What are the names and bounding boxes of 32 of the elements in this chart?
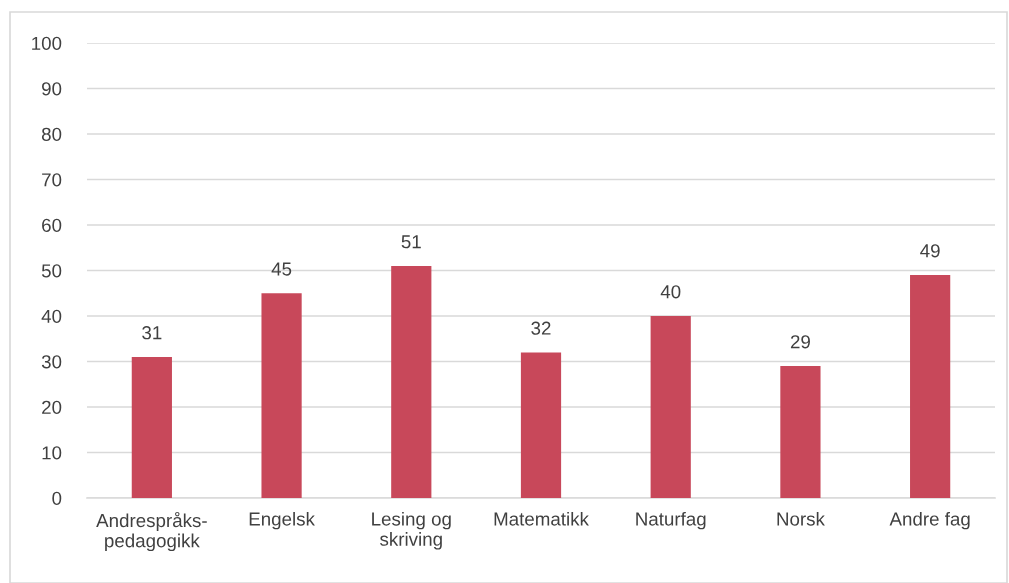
bar <box>650 316 691 498</box>
data-label: 45 <box>271 262 292 276</box>
x-tick-label: Naturfag <box>636 511 706 530</box>
x-tick-label: Andre fag <box>889 511 970 530</box>
x-tick-label: Matematikk <box>494 511 589 526</box>
bar <box>391 265 432 498</box>
y-tick-label: 90 <box>42 82 62 96</box>
x-tick-label: Lesing og skriving <box>372 511 451 550</box>
data-label: 31 <box>142 326 162 340</box>
y-tick-label: 80 <box>41 127 62 141</box>
data-label: 51 <box>401 235 421 249</box>
data-label: 32 <box>531 321 551 335</box>
x-tick-label: Norsk <box>777 511 825 526</box>
y-tick-label: 30 <box>41 355 62 369</box>
bar <box>520 352 562 498</box>
y-tick-label: 10 <box>42 446 62 460</box>
data-label: 29 <box>790 335 810 349</box>
y-tick-label: 70 <box>42 173 62 187</box>
data-label: 40 <box>660 285 681 299</box>
bar <box>131 356 172 498</box>
y-tick-label: 20 <box>42 400 62 414</box>
bar <box>780 366 821 498</box>
y-tick-label: 40 <box>41 309 62 323</box>
y-tick-label: 60 <box>42 218 62 232</box>
y-tick-label: 0 <box>52 491 62 505</box>
bar <box>910 275 951 498</box>
data-label: 49 <box>920 244 940 258</box>
bar <box>261 293 302 498</box>
y-tick-label: 100 <box>32 36 62 50</box>
x-tick-label: Andrespråks- pedagogikk <box>96 511 207 552</box>
x-tick-label: Engelsk <box>249 511 315 530</box>
y-tick-label: 50 <box>41 264 62 278</box>
